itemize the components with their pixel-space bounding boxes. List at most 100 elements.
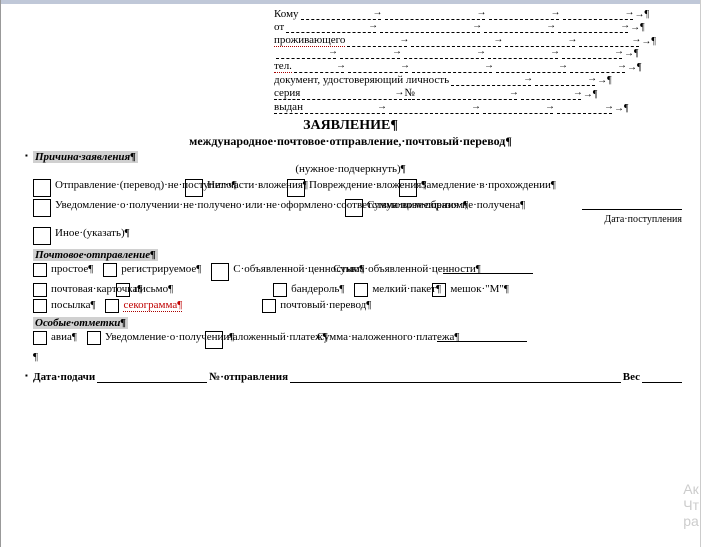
postal-row1: простое¶ регистрируемое¶ С·объявленной·ц…	[33, 263, 682, 281]
checkbox[interactable]	[287, 179, 305, 197]
checkbox[interactable]	[205, 331, 223, 349]
section-reason: Причина·заявления¶	[33, 151, 138, 163]
checkbox[interactable]	[432, 283, 446, 297]
checkbox[interactable]	[185, 179, 203, 197]
dash	[412, 63, 492, 73]
checkbox[interactable]	[33, 283, 47, 297]
dash	[348, 63, 408, 73]
label: почтовая·карточка¶	[51, 283, 106, 295]
label: простое¶	[51, 263, 93, 275]
subtitle: международное·почтовое·отправление,·почт…	[19, 134, 682, 149]
special-row: авиа¶ Уведомление·о·получении¶ наложенны…	[33, 331, 682, 349]
footer-date: Дата·подачи	[33, 371, 95, 383]
checkbox[interactable]	[273, 283, 287, 297]
checkbox[interactable]	[262, 299, 276, 313]
checkbox[interactable]	[211, 263, 229, 281]
reason-not-arrived: Отправление·(перевод)·не·поступило¶	[33, 179, 175, 197]
checkbox[interactable]	[345, 199, 363, 217]
section-special: Особые·отметки¶	[33, 317, 128, 329]
title: ЗАЯВЛЕНИЕ¶	[19, 118, 682, 134]
bullet-icon: ▪	[25, 151, 28, 160]
para-mark: ¶	[33, 351, 682, 363]
header-tel: тел. →¶	[274, 60, 682, 73]
end-arrow: →¶	[627, 62, 642, 73]
postal-simple: простое¶	[33, 263, 93, 277]
checkbox[interactable]	[33, 263, 47, 277]
checkbox[interactable]	[87, 331, 101, 345]
ruler	[1, 0, 700, 4]
watermark: Ак Чт ра	[683, 481, 699, 529]
reason-no-part: Нет·части·вложения¶	[185, 179, 277, 197]
label: мешок·"М"¶	[450, 283, 509, 295]
checkbox[interactable]	[33, 179, 51, 197]
label: почтовый·перевод¶	[280, 299, 371, 311]
label: Нет·части·вложения¶	[207, 179, 277, 191]
dash	[286, 23, 376, 33]
checkbox[interactable]	[399, 179, 417, 197]
checkbox[interactable]	[33, 199, 51, 217]
label: Иное·(указать)¶	[55, 227, 130, 239]
date-received-block: Дата·поступления	[582, 199, 682, 225]
end-arrow: →¶	[630, 22, 645, 33]
label-tel: тел.	[274, 60, 292, 73]
dash	[558, 23, 628, 33]
footer-number: №·отправления	[209, 371, 288, 383]
checkbox[interactable]	[33, 227, 51, 245]
dash	[340, 49, 400, 59]
end-arrow: →¶	[641, 36, 656, 47]
label-series: серия	[274, 87, 300, 100]
dash	[294, 63, 344, 73]
hint: (нужное·подчеркнуть)¶	[19, 163, 682, 175]
postal-parcel: посылка¶	[33, 299, 95, 313]
postal-letter: письмо¶	[116, 283, 173, 297]
sum-line	[437, 331, 527, 342]
dash	[411, 37, 501, 47]
special-cod-sum: Сумма·наложенного·платежа¶	[317, 331, 527, 343]
checkbox[interactable]	[116, 283, 130, 297]
label: письмо¶	[134, 283, 173, 295]
header-block: Кому →¶ от →¶ проживающего →¶	[274, 8, 682, 114]
checkbox[interactable]	[33, 331, 47, 345]
reason-other: Иное·(указать)¶	[33, 227, 130, 245]
label: наложенный·платеж¶	[227, 331, 307, 343]
postal-bag-m: мешок·"М"¶	[432, 283, 509, 297]
header-from: от →¶	[274, 21, 682, 33]
label: Уведомление·о·получении·не·получено·или·…	[55, 199, 335, 211]
checkbox[interactable]	[33, 299, 47, 313]
dash	[484, 23, 554, 33]
label: Уведомление·о·получении¶	[105, 331, 195, 343]
dash	[389, 104, 479, 114]
dash	[276, 49, 336, 59]
reason-row1: Отправление·(перевод)·не·поступило¶ Нет·…	[33, 179, 682, 197]
label-to: Кому	[274, 8, 299, 20]
wm2: Чт	[683, 497, 699, 513]
checkbox[interactable]	[103, 263, 117, 277]
reason-row2: Уведомление·о·получении·не·получено·или·…	[33, 199, 682, 225]
document-page: Кому →¶ от →¶ проживающего →¶	[0, 0, 701, 547]
label-no: №	[404, 87, 415, 100]
postal-money-order: почтовый·перевод¶	[262, 299, 371, 313]
date-received-label: Дата·поступления	[604, 214, 682, 225]
header-blank: →¶	[274, 48, 682, 59]
end-arrow: →¶	[624, 48, 639, 59]
label: Повреждение·вложения¶	[309, 179, 389, 191]
checkbox[interactable]	[105, 299, 119, 313]
dash	[302, 90, 402, 100]
postal-row3: посылка¶ секограмма¶ почтовый·перевод¶	[33, 299, 682, 313]
label: Сумма·возмещения·не·получена¶	[367, 199, 487, 211]
dash	[488, 49, 558, 59]
label: мелкий·пакет¶	[372, 283, 422, 295]
label: посылка¶	[51, 299, 95, 311]
label-issued: выдан	[274, 101, 303, 114]
end-arrow: →¶	[583, 89, 598, 100]
wm1: Ак	[683, 481, 699, 497]
dash	[579, 37, 639, 47]
dash	[521, 90, 581, 100]
dash	[570, 63, 625, 73]
checkbox[interactable]	[354, 283, 368, 297]
label-from: от	[274, 21, 284, 33]
dash	[451, 76, 531, 86]
footer-weight: Вес	[623, 371, 640, 383]
date-line	[582, 199, 682, 210]
dash	[483, 104, 553, 114]
